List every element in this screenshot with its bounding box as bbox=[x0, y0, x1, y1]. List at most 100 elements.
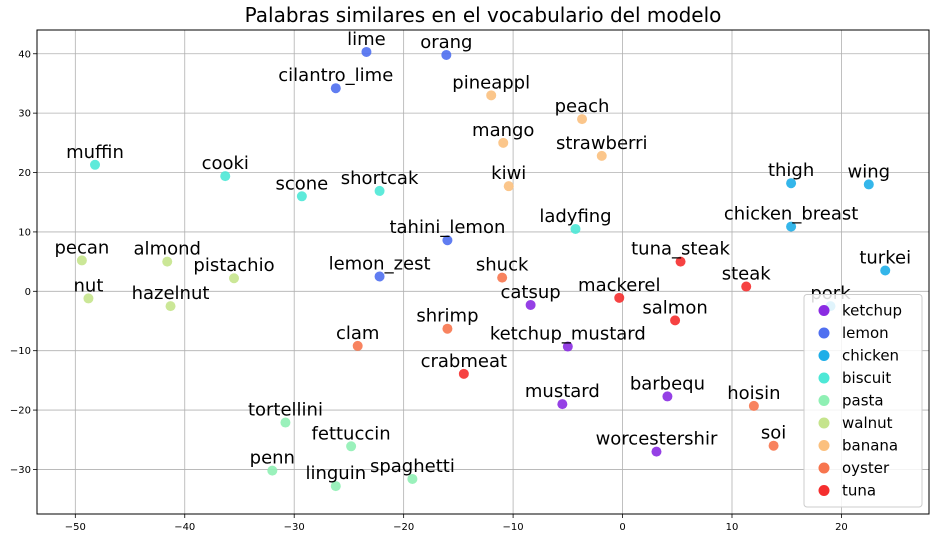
data-point-chicken_breast bbox=[786, 221, 797, 232]
data-point-lemon_zest bbox=[374, 271, 385, 282]
point-label-mustard: mustard bbox=[525, 381, 600, 402]
data-point-ketchup_mustard bbox=[562, 341, 573, 352]
point-label-hoisin: hoisin bbox=[727, 383, 780, 404]
point-label-crabmeat: crabmeat bbox=[421, 351, 507, 372]
legend-marker-lemon bbox=[818, 327, 830, 339]
data-point-hazelnut bbox=[165, 301, 176, 312]
point-label-lemon_zest: lemon_zest bbox=[329, 253, 431, 274]
point-label-tahini_lemon: tahini_lemon bbox=[389, 217, 505, 238]
point-label-hazelnut: hazelnut bbox=[132, 283, 210, 304]
x-tick-label: −40 bbox=[174, 522, 195, 533]
data-point-soi bbox=[768, 440, 779, 451]
legend-marker-walnut bbox=[818, 417, 830, 429]
point-label-linguin: linguin bbox=[305, 463, 366, 484]
y-tick-label: 30 bbox=[18, 109, 31, 120]
data-point-mustard bbox=[557, 399, 568, 410]
x-tick-label: −30 bbox=[284, 522, 305, 533]
data-point-strawberri bbox=[596, 150, 607, 161]
plot-frame bbox=[36, 29, 930, 515]
point-label-steak: steak bbox=[722, 264, 772, 285]
legend-label-tuna: tuna bbox=[842, 482, 876, 500]
point-label-scone: scone bbox=[275, 173, 328, 194]
legend-label-banana: banana bbox=[842, 437, 898, 455]
point-label-pistachio: pistachio bbox=[193, 255, 274, 276]
data-point-cilantro_lime bbox=[330, 83, 341, 94]
point-label-shortcak: shortcak bbox=[341, 168, 419, 189]
legend-label-oyster: oyster bbox=[842, 459, 890, 477]
data-point-almond bbox=[162, 256, 173, 267]
data-point-muffin bbox=[90, 159, 101, 170]
data-point-crabmeat bbox=[458, 368, 469, 379]
legend-label-ketchup: ketchup bbox=[842, 302, 902, 320]
point-label-tortellini: tortellini bbox=[248, 400, 323, 421]
x-tick-label: −20 bbox=[393, 522, 414, 533]
point-label-mango: mango bbox=[472, 120, 534, 141]
x-tick-label: −10 bbox=[503, 522, 524, 533]
point-label-tuna_steak: tuna_steak bbox=[631, 239, 730, 260]
legend-marker-banana bbox=[818, 440, 830, 451]
data-point-shuck bbox=[497, 272, 508, 283]
data-point-scone bbox=[296, 191, 307, 202]
point-label-ketchup_mustard: ketchup_mustard bbox=[490, 324, 646, 345]
legend-box bbox=[803, 294, 923, 508]
point-label-nut: nut bbox=[74, 275, 104, 296]
y-tick-label: 0 bbox=[25, 287, 31, 298]
legend-marker-ketchup bbox=[818, 305, 830, 316]
y-tick-label: 20 bbox=[18, 168, 31, 179]
legend-marker-chicken bbox=[818, 350, 830, 361]
legend-marker-oyster bbox=[818, 462, 830, 474]
legend-label-biscuit: biscuit bbox=[842, 369, 891, 387]
point-label-muffin: muffin bbox=[66, 142, 124, 163]
data-point-lime bbox=[361, 46, 372, 57]
data-point-catsup bbox=[525, 299, 536, 310]
point-label-spaghetti: spaghetti bbox=[370, 456, 455, 477]
data-point-orang bbox=[441, 49, 452, 60]
data-point-mackerel bbox=[614, 292, 625, 303]
point-label-pecan: pecan bbox=[54, 237, 109, 258]
y-tick-label: −20 bbox=[10, 406, 31, 417]
y-tick-label: −10 bbox=[10, 346, 31, 357]
data-point-wing bbox=[863, 179, 874, 190]
point-label-almond: almond bbox=[134, 239, 201, 260]
data-point-mango bbox=[498, 137, 509, 148]
data-point-shrimp bbox=[442, 323, 453, 334]
point-label-worcestershir: worcestershir bbox=[596, 429, 718, 450]
data-point-shortcak bbox=[374, 185, 385, 196]
data-point-thigh bbox=[786, 178, 797, 189]
data-point-nut bbox=[83, 293, 94, 304]
axis-ticks: −50 −40 −30 −20 −10 0 10 20 −30 −20 −10 0 10 20 30 40 bbox=[10, 49, 848, 533]
point-label-catsup: catsup bbox=[501, 282, 561, 303]
data-point-worcestershir bbox=[651, 446, 662, 457]
y-tick-label: 10 bbox=[18, 227, 31, 238]
data-point-spaghetti bbox=[407, 473, 418, 484]
point-label-mackerel: mackerel bbox=[578, 275, 660, 296]
point-label-thigh: thigh bbox=[768, 160, 814, 181]
legend-marker-tuna bbox=[818, 485, 830, 496]
point-label-chicken_breast: chicken_breast bbox=[724, 204, 858, 225]
legend-marker-biscuit bbox=[818, 372, 830, 384]
chart-title: Palabras similares en el vocabulario del… bbox=[245, 3, 722, 27]
data-point-tuna_steak bbox=[675, 256, 686, 267]
y-tick-label: −30 bbox=[10, 465, 31, 476]
point-label-shrimp: shrimp bbox=[416, 306, 478, 327]
point-label-ladyfing: ladyfing bbox=[539, 206, 611, 227]
data-point-tortellini bbox=[280, 417, 291, 428]
point-label-strawberri: strawberri bbox=[556, 133, 648, 154]
point-label-salmon: salmon bbox=[642, 297, 707, 318]
point-label-peach: peach bbox=[555, 96, 610, 117]
y-tick-label: 40 bbox=[18, 49, 31, 60]
point-label-kiwi: kiwi bbox=[491, 163, 526, 184]
data-points bbox=[76, 46, 891, 492]
legend-label-chicken: chicken bbox=[842, 347, 899, 365]
x-tick-label: 20 bbox=[835, 522, 848, 533]
legend-label-pasta: pasta bbox=[842, 392, 884, 410]
data-point-cooki bbox=[220, 171, 231, 182]
legend-marker-pasta bbox=[818, 395, 830, 406]
point-label-shuck: shuck bbox=[476, 255, 529, 276]
point-label-lime: lime bbox=[347, 29, 386, 50]
data-point-pistachio bbox=[229, 273, 240, 284]
data-point-linguin bbox=[330, 481, 341, 492]
data-point-salmon bbox=[670, 315, 681, 326]
